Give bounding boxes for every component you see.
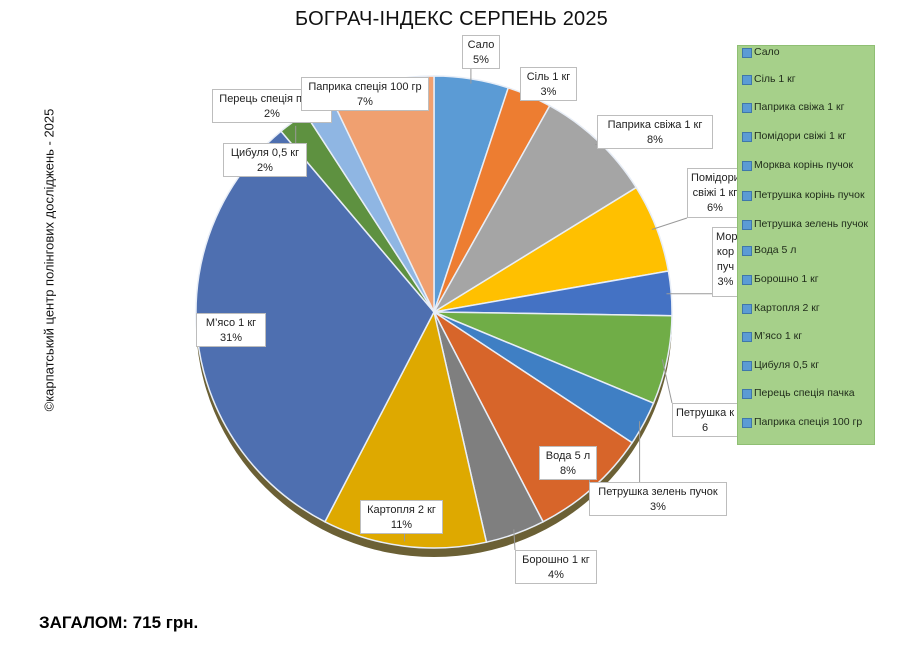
total-label: ЗАГАЛОМ: 715 грн. — [39, 613, 199, 632]
slice-label: Петрушка зелень пучок 3% — [589, 482, 727, 516]
slice-label-line: 4% — [548, 569, 564, 581]
slice-label-line: 11% — [390, 519, 413, 531]
legend-swatch — [742, 418, 752, 428]
slice-label-line: 31% — [219, 332, 243, 344]
legend: Сало Сіль 1 кг Паприка свіжа 1 кг Помідори … — [737, 45, 875, 445]
slice-label: Вода 5 л 8% — [539, 446, 597, 480]
slice-label-line: М’ясо 1 кг — [205, 317, 257, 329]
slice-label-line: Петрушка зелень пучок — [598, 486, 718, 498]
legend-label: Борошно 1 кг — [754, 273, 819, 285]
slice-label: Цибуля 0,5 кг 2% — [223, 143, 307, 177]
legend-swatch — [742, 361, 752, 371]
slice-label-line: 2% — [264, 108, 280, 120]
legend-swatch — [742, 246, 752, 256]
slice-label-line: 2% — [257, 162, 273, 174]
legend-label: М’ясо 1 кг — [754, 330, 803, 342]
slice-label: Сіль 1 кг 3% — [520, 67, 577, 101]
legend-label: Картопля 2 кг — [754, 302, 820, 314]
slice-label-line: Мор — [716, 231, 738, 243]
leader-line — [651, 217, 688, 230]
legend-label: Паприка свіжа 1 кг — [754, 101, 845, 113]
slice-label-line: 8% — [560, 465, 576, 477]
pie-slices — [195, 75, 673, 557]
legend-label: Петрушка зелень пучок — [754, 218, 869, 230]
legend-label: Перець спеція пачка — [754, 387, 855, 399]
slice-label-line: Паприка свіжа 1 кг — [607, 119, 703, 131]
legend-swatch — [742, 161, 752, 171]
slice-label: Помідори свіжі 1 кг 6% — [687, 168, 743, 218]
slice-label-line: свіжі 1 кг — [692, 187, 738, 199]
slice-label: Борошно 1 кг 4% — [515, 550, 597, 584]
slice-label-line: Борошно 1 кг — [522, 554, 590, 566]
legend-label: Паприка спеція 100 гр — [754, 416, 863, 428]
pie-slice — [323, 309, 488, 549]
legend-label: Морква корінь пучок — [754, 159, 854, 171]
legend-swatch — [742, 103, 752, 113]
slice-label-line: 3% — [540, 86, 557, 98]
slice-label-line: 8% — [647, 134, 663, 146]
legend-swatch — [742, 48, 752, 58]
legend-label: Сіль 1 кг — [754, 73, 796, 85]
slice-label-line: пуч — [716, 261, 735, 273]
slice-label-line: Помідори — [691, 172, 740, 184]
slice-label-line: 6% — [707, 202, 723, 214]
leader-line — [513, 529, 516, 551]
slice-label-line: кор — [716, 246, 735, 258]
slice-label: Паприка свіжа 1 кг 8% — [597, 115, 713, 149]
legend-label: Сало — [754, 46, 780, 58]
slice-label-line: Картопля 2 кг — [367, 504, 436, 516]
slice-label: Мор кор пуч 3% — [712, 227, 739, 297]
legend-swatch — [742, 220, 752, 230]
legend-swatch — [742, 191, 752, 201]
slice-label-line: Перець спеція пачка — [219, 93, 325, 105]
chart-title: БОГРАЧ-ІНДЕКС СЕРПЕНЬ 2025 — [294, 8, 609, 30]
legend-label: Вода 5 л — [754, 244, 797, 256]
slice-label: Паприка спеція 100 гр 7% — [301, 77, 429, 111]
slice-label: Сало 5% — [462, 35, 500, 69]
legend-swatch — [742, 304, 752, 314]
leader-line — [661, 359, 673, 404]
legend-label: Помідори свіжі 1 кг — [754, 130, 847, 142]
slice-label: М’ясо 1 кг 31% — [196, 313, 266, 347]
legend-swatch — [742, 389, 752, 399]
leader-lines — [295, 69, 712, 551]
slice-label: Петрушка к 6 — [672, 403, 738, 437]
slice-label-line: 5% — [473, 54, 489, 66]
legend-swatch — [742, 332, 752, 342]
slice-label-line: Сало — [467, 39, 495, 51]
slice-label-line: 3% — [650, 501, 666, 513]
slice-label-line: Петрушка к — [676, 407, 735, 419]
slice-label-line: Вода 5 л — [545, 450, 591, 462]
slice-label-line: 3% — [717, 276, 734, 288]
legend-swatch — [742, 275, 752, 285]
legend-label: Петрушка корінь пучок — [754, 189, 865, 201]
slice-label-line: 6 — [701, 422, 709, 434]
legend-swatch — [742, 132, 752, 142]
slice-label-line: Сіль 1 кг — [526, 71, 571, 83]
slice-label-line: 7% — [357, 96, 373, 108]
legend-label: Цибуля 0,5 кг — [754, 359, 820, 371]
slice-label: Картопля 2 кг 11% — [360, 500, 443, 534]
slice-label-line: Цибуля 0,5 кг — [230, 147, 300, 159]
legend-swatch — [742, 75, 752, 85]
slice-label-line: Паприка спеція 100 гр — [308, 81, 422, 93]
